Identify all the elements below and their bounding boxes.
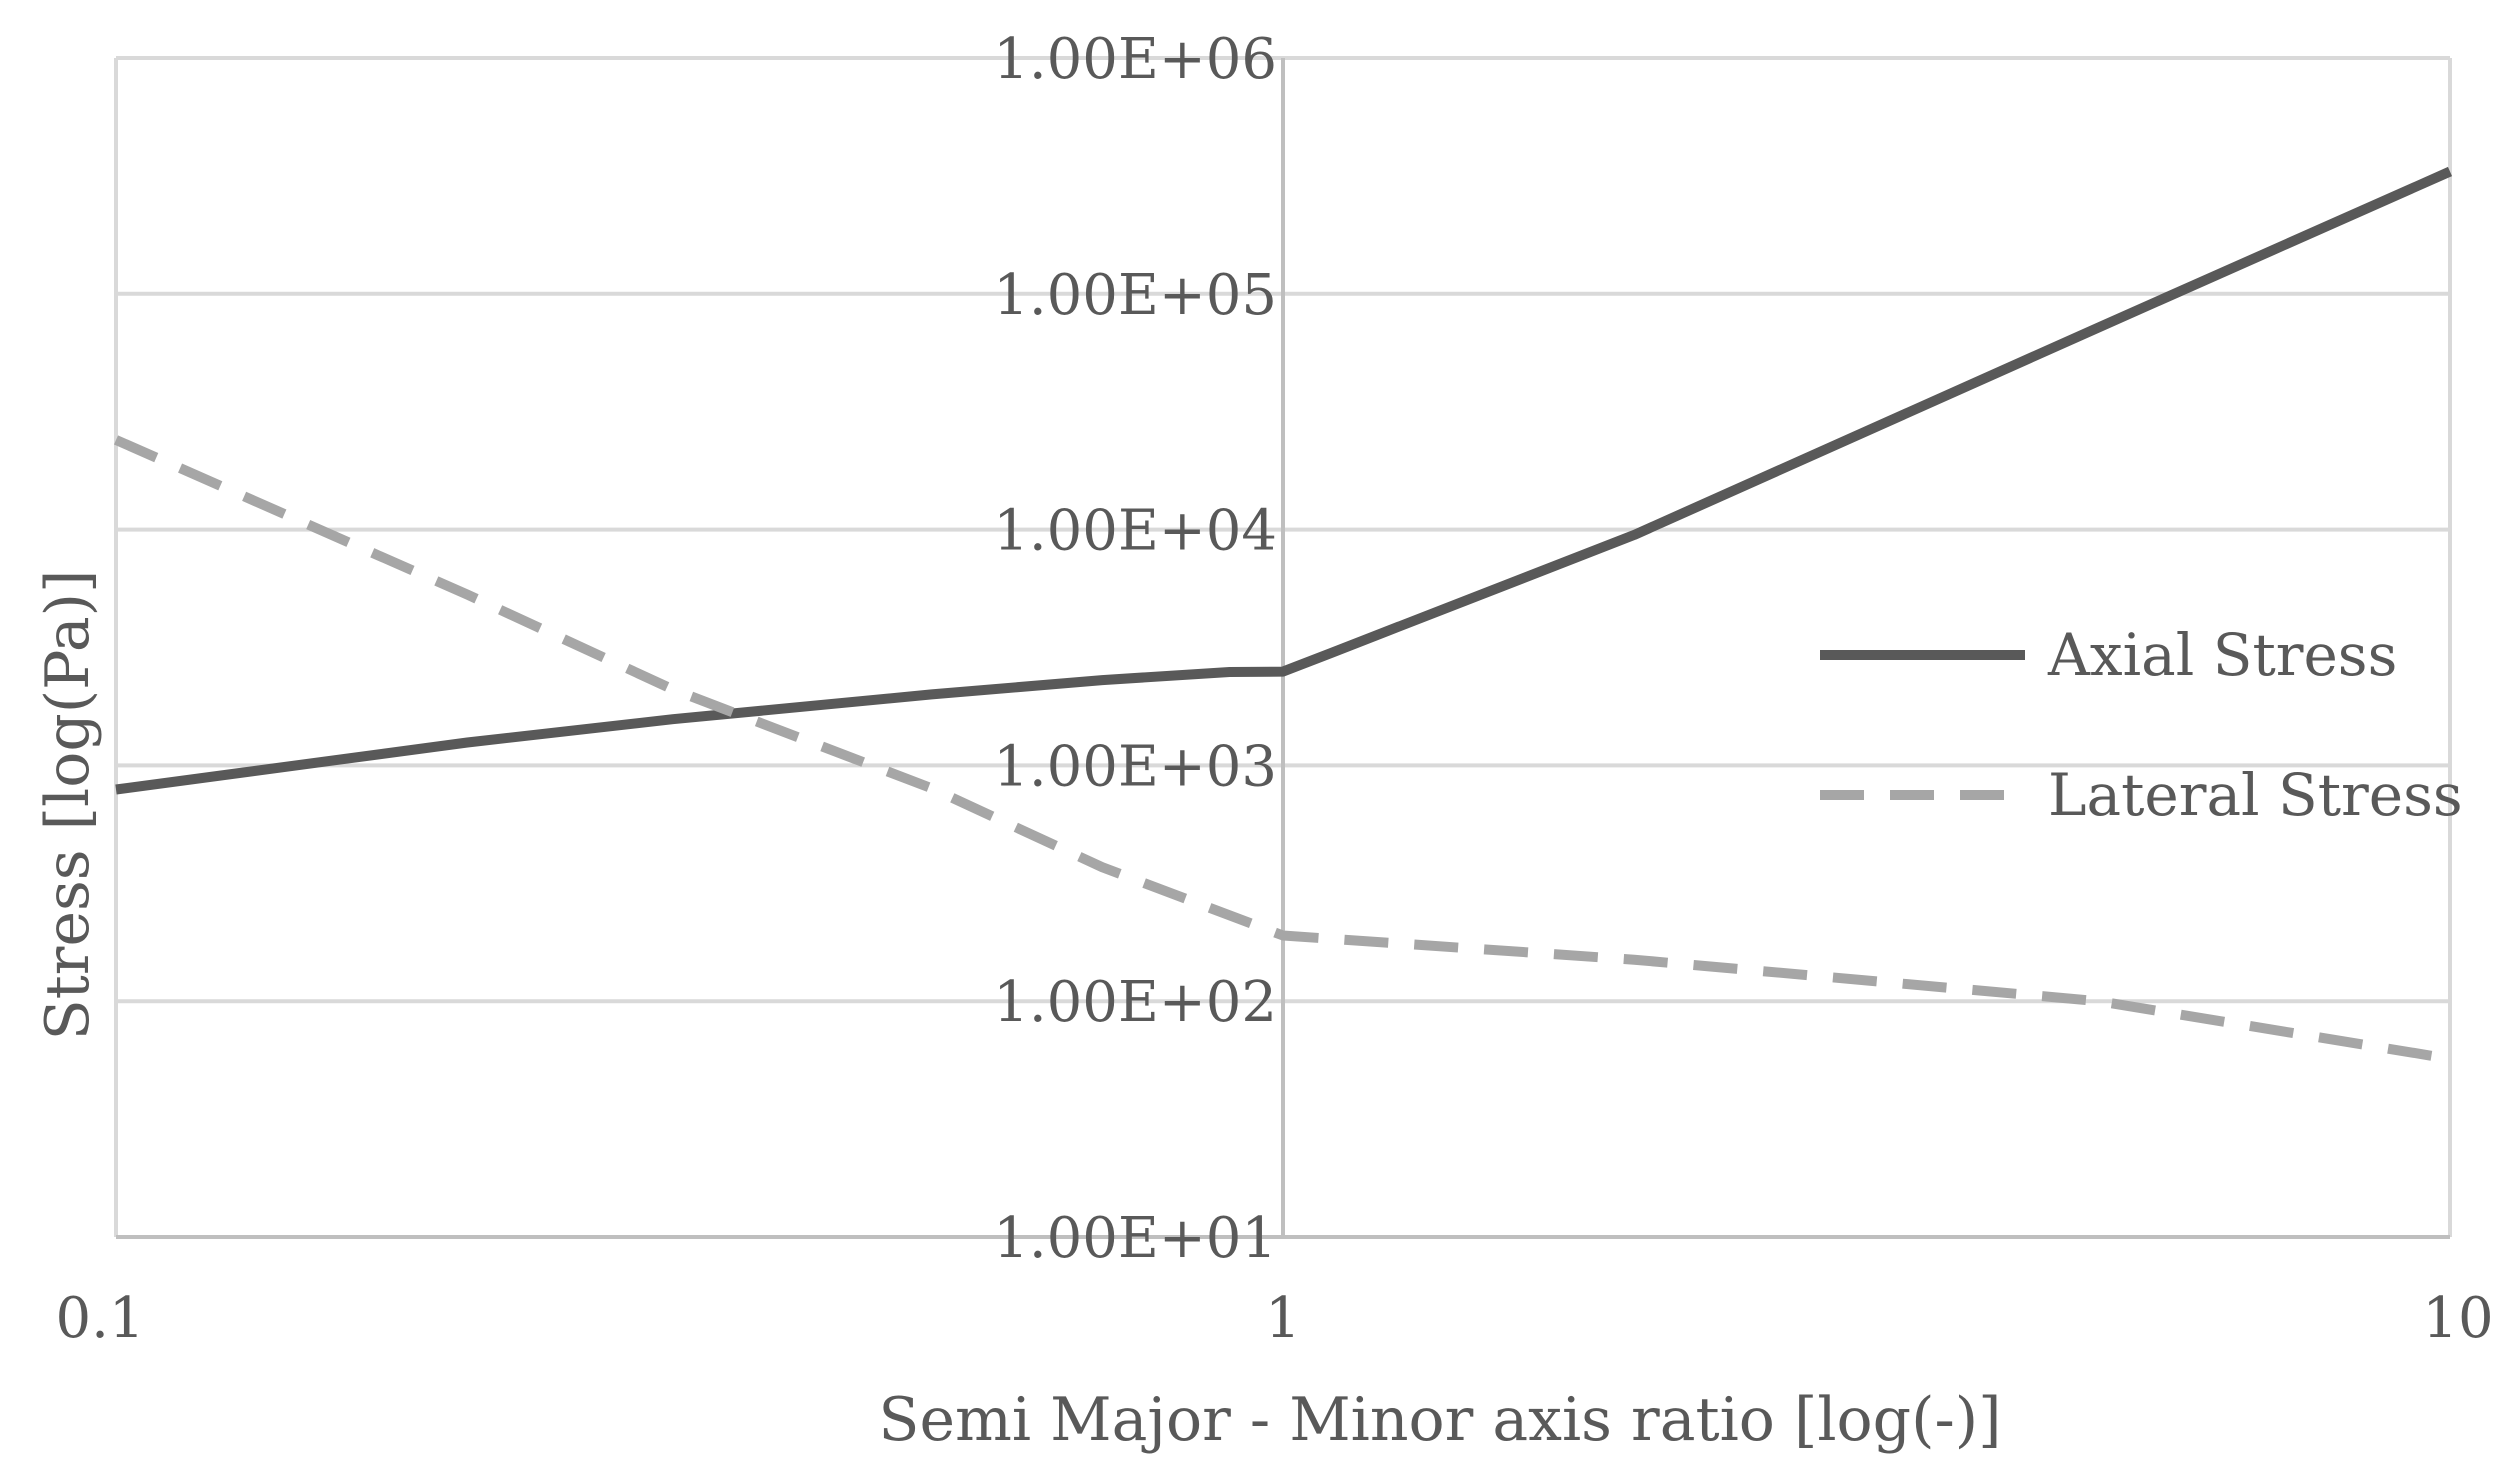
series-line-lateral-stress (113, 435, 2451, 1064)
y-tick-label: 1.00E+02 (993, 970, 1277, 1035)
series-line-axial-stress (115, 166, 2453, 795)
x-axis-title: Semi Major - Minor axis ratio [log(-)] (878, 1385, 2001, 1455)
x-tick-label: 10 (2422, 1286, 2493, 1351)
y-tick-labels: 1.00E+01 1.00E+02 1.00E+03 1.00E+04 1.00E+05… (993, 27, 1277, 1271)
y-tick-label: 1.00E+01 (993, 1206, 1277, 1271)
x-tick-label: 0.1 (55, 1286, 144, 1351)
data-series (113, 166, 2453, 1064)
y-tick-label: 1.00E+05 (993, 263, 1277, 328)
legend-label: Axial Stress (2047, 621, 2397, 689)
x-tick-label: 1 (1265, 1286, 1301, 1351)
x-tick-labels: 0.1 1 10 (55, 1286, 2493, 1351)
legend-label: Lateral Stress (2048, 761, 2463, 829)
y-tick-label: 1.00E+03 (993, 734, 1277, 799)
y-tick-label: 1.00E+06 (993, 27, 1277, 92)
legend: Axial Stress Lateral Stress (1820, 621, 2463, 829)
y-axis-title: Stress [log(Pa)] (33, 570, 103, 1041)
y-tick-label: 1.00E+04 (993, 499, 1277, 564)
gridlines (114, 56, 2452, 1239)
